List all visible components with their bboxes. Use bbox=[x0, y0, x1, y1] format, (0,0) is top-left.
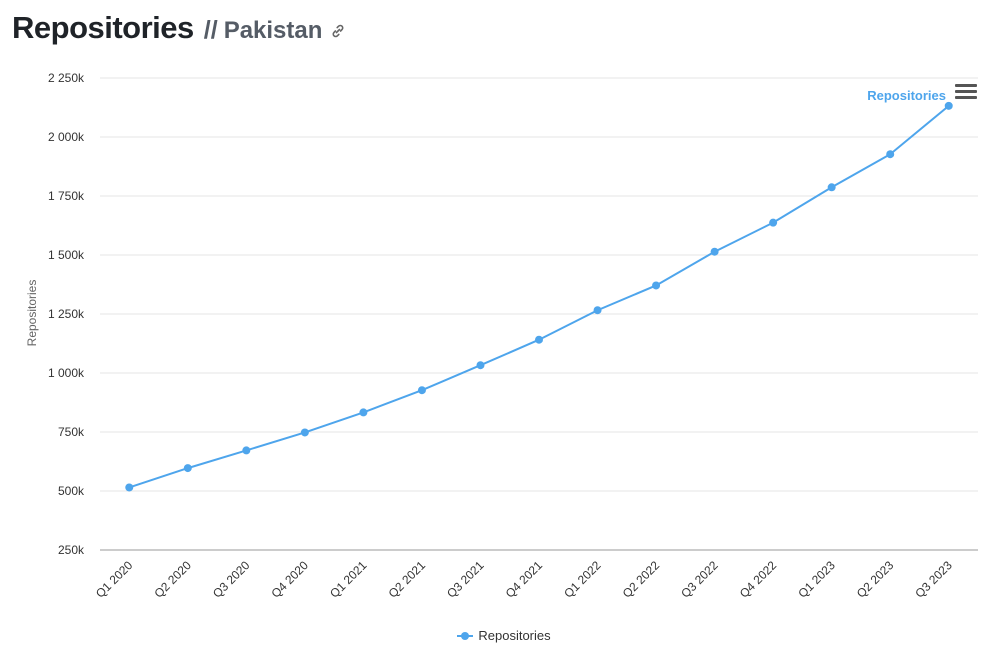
y-tick-label: 1 750k bbox=[48, 189, 85, 203]
data-point[interactable] bbox=[827, 183, 836, 192]
data-point[interactable] bbox=[769, 218, 778, 227]
y-tick-label: 1 250k bbox=[48, 307, 85, 321]
data-point[interactable] bbox=[593, 306, 602, 315]
y-axis-title: Repositories bbox=[25, 280, 39, 347]
legend-marker-icon bbox=[457, 631, 474, 641]
data-point[interactable] bbox=[125, 483, 134, 492]
x-tick-label: Q4 2021 bbox=[503, 558, 546, 601]
y-tick-label: 750k bbox=[58, 425, 85, 439]
chart-legend: Repositories bbox=[0, 628, 1008, 644]
data-point[interactable] bbox=[183, 464, 192, 473]
x-tick-label: Q4 2022 bbox=[737, 558, 780, 601]
data-point[interactable] bbox=[886, 150, 895, 159]
title-separator: // bbox=[203, 16, 218, 44]
data-point[interactable] bbox=[710, 247, 719, 256]
x-tick-label: Q1 2021 bbox=[327, 558, 370, 601]
x-tick-label: Q2 2022 bbox=[620, 558, 663, 601]
page-title: Repositories bbox=[12, 10, 194, 45]
y-tick-label: 2 000k bbox=[48, 130, 85, 144]
legend-item-repositories[interactable]: Repositories bbox=[457, 628, 551, 643]
x-tick-label: Q3 2023 bbox=[912, 558, 955, 601]
data-point[interactable] bbox=[417, 386, 426, 395]
legend-label: Repositories bbox=[478, 628, 551, 643]
y-tick-label: 1 500k bbox=[48, 248, 85, 262]
x-tick-label: Q1 2022 bbox=[561, 558, 604, 601]
data-point[interactable] bbox=[535, 335, 543, 344]
x-tick-label: Q1 2020 bbox=[93, 558, 136, 601]
y-axis: 250k 500k 750k 1 000k 1 250k 1 500k 1 750k 2 00… bbox=[48, 71, 85, 557]
hamburger-menu-icon[interactable] bbox=[955, 84, 977, 102]
y-tick-label: 500k bbox=[58, 484, 85, 498]
y-tick-label: 250k bbox=[58, 543, 85, 557]
grid-lines bbox=[100, 77, 978, 492]
x-tick-label: Q2 2021 bbox=[386, 558, 429, 601]
x-tick-label: Q3 2021 bbox=[444, 558, 487, 601]
y-tick-label: 1 000k bbox=[48, 366, 85, 380]
data-point[interactable] bbox=[300, 428, 309, 437]
series-line bbox=[128, 105, 950, 489]
page-subtitle: Pakistan bbox=[223, 17, 323, 44]
data-point[interactable] bbox=[476, 361, 485, 370]
series-end-label: Repositories bbox=[867, 88, 946, 103]
data-point[interactable] bbox=[359, 408, 368, 417]
data-point[interactable] bbox=[652, 281, 661, 290]
data-point[interactable] bbox=[944, 101, 953, 110]
x-tick-label: Q2 2023 bbox=[854, 558, 897, 601]
x-tick-label: Q2 2020 bbox=[151, 558, 194, 601]
data-point[interactable] bbox=[242, 446, 251, 455]
y-tick-label: 2 250k bbox=[48, 71, 85, 85]
x-tick-label: Q3 2022 bbox=[678, 558, 721, 601]
x-tick-label: Q1 2023 bbox=[795, 558, 838, 601]
link-icon[interactable] bbox=[330, 23, 346, 39]
x-axis: Q1 2020 Q2 2020 Q3 2020 Q4 2020 Q1 2021 Q2 20… bbox=[93, 549, 978, 601]
chart-header: Repositories // Pakistan bbox=[12, 10, 346, 46]
series-repositories bbox=[125, 101, 953, 492]
x-tick-label: Q3 2020 bbox=[210, 558, 253, 601]
x-tick-label: Q4 2020 bbox=[269, 558, 312, 601]
